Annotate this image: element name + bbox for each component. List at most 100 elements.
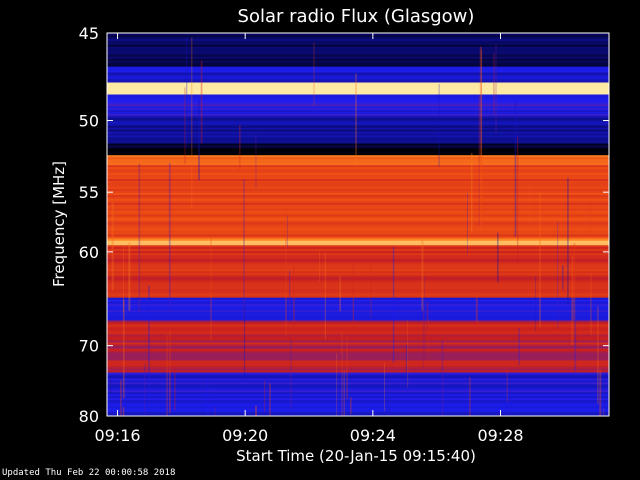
heatmap-band-8-strip-28: [107, 220, 609, 224]
heatmap-band-10-strip-10: [107, 263, 609, 266]
heatmap-band-13-strip-16: [107, 404, 609, 407]
heatmap-streak-43: [589, 198, 591, 237]
x-axis: 09:16 09:20 09:24 09:28: [94, 33, 524, 445]
heatmap-band-12-strip-0: [107, 320, 609, 323]
heatmap-streak-76: [243, 178, 245, 323]
heatmap-streak-21: [573, 243, 576, 320]
heatmap-band-10-strip-5: [107, 253, 609, 256]
heatmap-band-10-strip-18: [107, 279, 609, 282]
heatmap-band-1-strip-0: [107, 66, 609, 70]
heatmap-band-11-strip-5: [107, 308, 609, 311]
heatmap-band-4-strip-0: [107, 104, 609, 107]
heatmap-band-11-strip-6: [107, 310, 609, 313]
heatmap-band-13-strip-2: [107, 376, 609, 379]
heatmap-band-10-strip-20: [107, 283, 609, 287]
heatmap-band-8-strip-11: [107, 186, 609, 190]
heatmap-band-8-strip-18: [107, 200, 609, 204]
heatmap-streak-66: [423, 275, 425, 353]
heatmap-streak-62: [287, 215, 288, 249]
heatmap-band-12-strip-21: [107, 362, 609, 365]
heatmap-streak-81: [169, 330, 171, 413]
heatmap-streak-58: [336, 353, 338, 416]
y-tick-label-1: 50: [79, 112, 99, 131]
heatmap-streak-12: [269, 383, 271, 416]
heatmap-streak-56: [478, 95, 480, 226]
heatmap-streak-14: [184, 87, 186, 164]
heatmap-streak-10: [473, 405, 475, 416]
heatmap-streak-77: [166, 334, 168, 416]
heatmap-band-0-strip-13: [107, 58, 609, 62]
heatmap-band-8-strip-15: [107, 194, 609, 198]
heatmap-band-3-strip-2: [107, 98, 609, 101]
heatmap-band-7-strip-3: [107, 161, 609, 164]
heatmap-streak-27: [174, 367, 176, 411]
heatmap-streak-36: [350, 397, 352, 415]
heatmap-streak-26: [469, 377, 471, 416]
heatmap-band-10-strip-26: [107, 295, 609, 299]
heatmap-band-7-strip-1: [107, 157, 609, 160]
heatmap-band-13-strip-15: [107, 402, 609, 405]
y-tick-label-4: 70: [79, 337, 99, 356]
heatmap-streak-72: [479, 46, 482, 234]
heatmap-band-12-strip-25: [107, 370, 609, 373]
heatmap-band-10-strip-22: [107, 287, 609, 291]
heatmap-band-5-strip-2: [107, 119, 609, 123]
heatmap-band-8-strip-14: [107, 192, 609, 196]
heatmap-band-3-strip-4: [107, 102, 609, 105]
heatmap-streak-35: [198, 99, 200, 181]
heatmap-band-12-strip-5: [107, 330, 609, 333]
heatmap-streak-31: [497, 232, 499, 283]
heatmap-band-8-strip-33: [107, 230, 609, 234]
heatmap-band-10-strip-3: [107, 249, 609, 252]
heatmap-band-8-strip-32: [107, 228, 609, 232]
heatmap-band-13-strip-13: [107, 398, 609, 401]
heatmap-streak-65: [505, 395, 507, 416]
heatmap-band-8-strip-20: [107, 204, 609, 208]
heatmap-streak-53: [214, 407, 216, 416]
heatmap-streak-24: [535, 276, 536, 331]
heatmap-band-6-strip-4: [107, 151, 609, 154]
heatmap-band-10-strip-2: [107, 247, 609, 250]
heatmap-band-10-strip-17: [107, 277, 609, 280]
heatmap-band-12-strip-2: [107, 324, 609, 327]
heatmap-band-8-strip-12: [107, 188, 609, 192]
heatmap-band-8-strip-7: [107, 179, 609, 182]
heatmap-streak-84: [421, 238, 424, 311]
heatmap-band-8-strip-25: [107, 214, 609, 218]
heatmap-streak-89: [370, 255, 372, 318]
heatmap-streak-57: [122, 407, 125, 416]
heatmap-band-1-strip-6: [107, 78, 609, 82]
heatmap-band-5-strip-13: [107, 141, 609, 144]
heatmap-bright-line-0: [107, 82, 609, 95]
heatmap-band-0-strip-7: [107, 46, 609, 50]
heatmap-band-12-strip-22: [107, 364, 609, 367]
heatmap-band-0-strip-6: [107, 44, 609, 48]
heatmap-streak-33: [239, 125, 241, 170]
heatmap-band-12-strip-9: [107, 338, 609, 341]
heatmap-band-7-strip-2: [107, 159, 609, 162]
heatmap-band-0-strip-14: [107, 60, 609, 64]
heatmap-streak-74: [557, 222, 559, 329]
heatmap-streak-5: [123, 246, 124, 313]
heatmap-streak-48: [590, 273, 592, 335]
x-axis-label: Start Time (20-Jan-15 09:15:40): [236, 447, 476, 465]
heatmap-band-9-strip-0: [107, 238, 609, 242]
heatmap-streak-41: [148, 285, 150, 394]
heatmap-band-12-strip-3: [107, 326, 609, 329]
heatmap-band-8-strip-5: [107, 175, 609, 178]
heatmap-streak-18: [428, 318, 429, 367]
heatmap-band-8-strip-3: [107, 171, 609, 174]
heatmap-band-13-strip-9: [107, 390, 609, 393]
heatmap-streak-17: [426, 301, 429, 332]
heatmap-streak-6: [255, 405, 257, 416]
heatmap-streak-2: [324, 253, 326, 340]
heatmap-streak-46: [288, 270, 291, 307]
heatmap-streak-8: [407, 319, 409, 388]
heatmap-band-11-strip-1: [107, 299, 609, 303]
heatmap-band-6-strip-1: [107, 145, 609, 148]
heatmap-band-5-strip-12: [107, 139, 609, 143]
heatmap-band-8-strip-13: [107, 190, 609, 194]
heatmap-band-8-strip-19: [107, 202, 609, 206]
heatmap-streak-75: [422, 310, 425, 368]
heatmap-band-10-strip-4: [107, 251, 609, 254]
